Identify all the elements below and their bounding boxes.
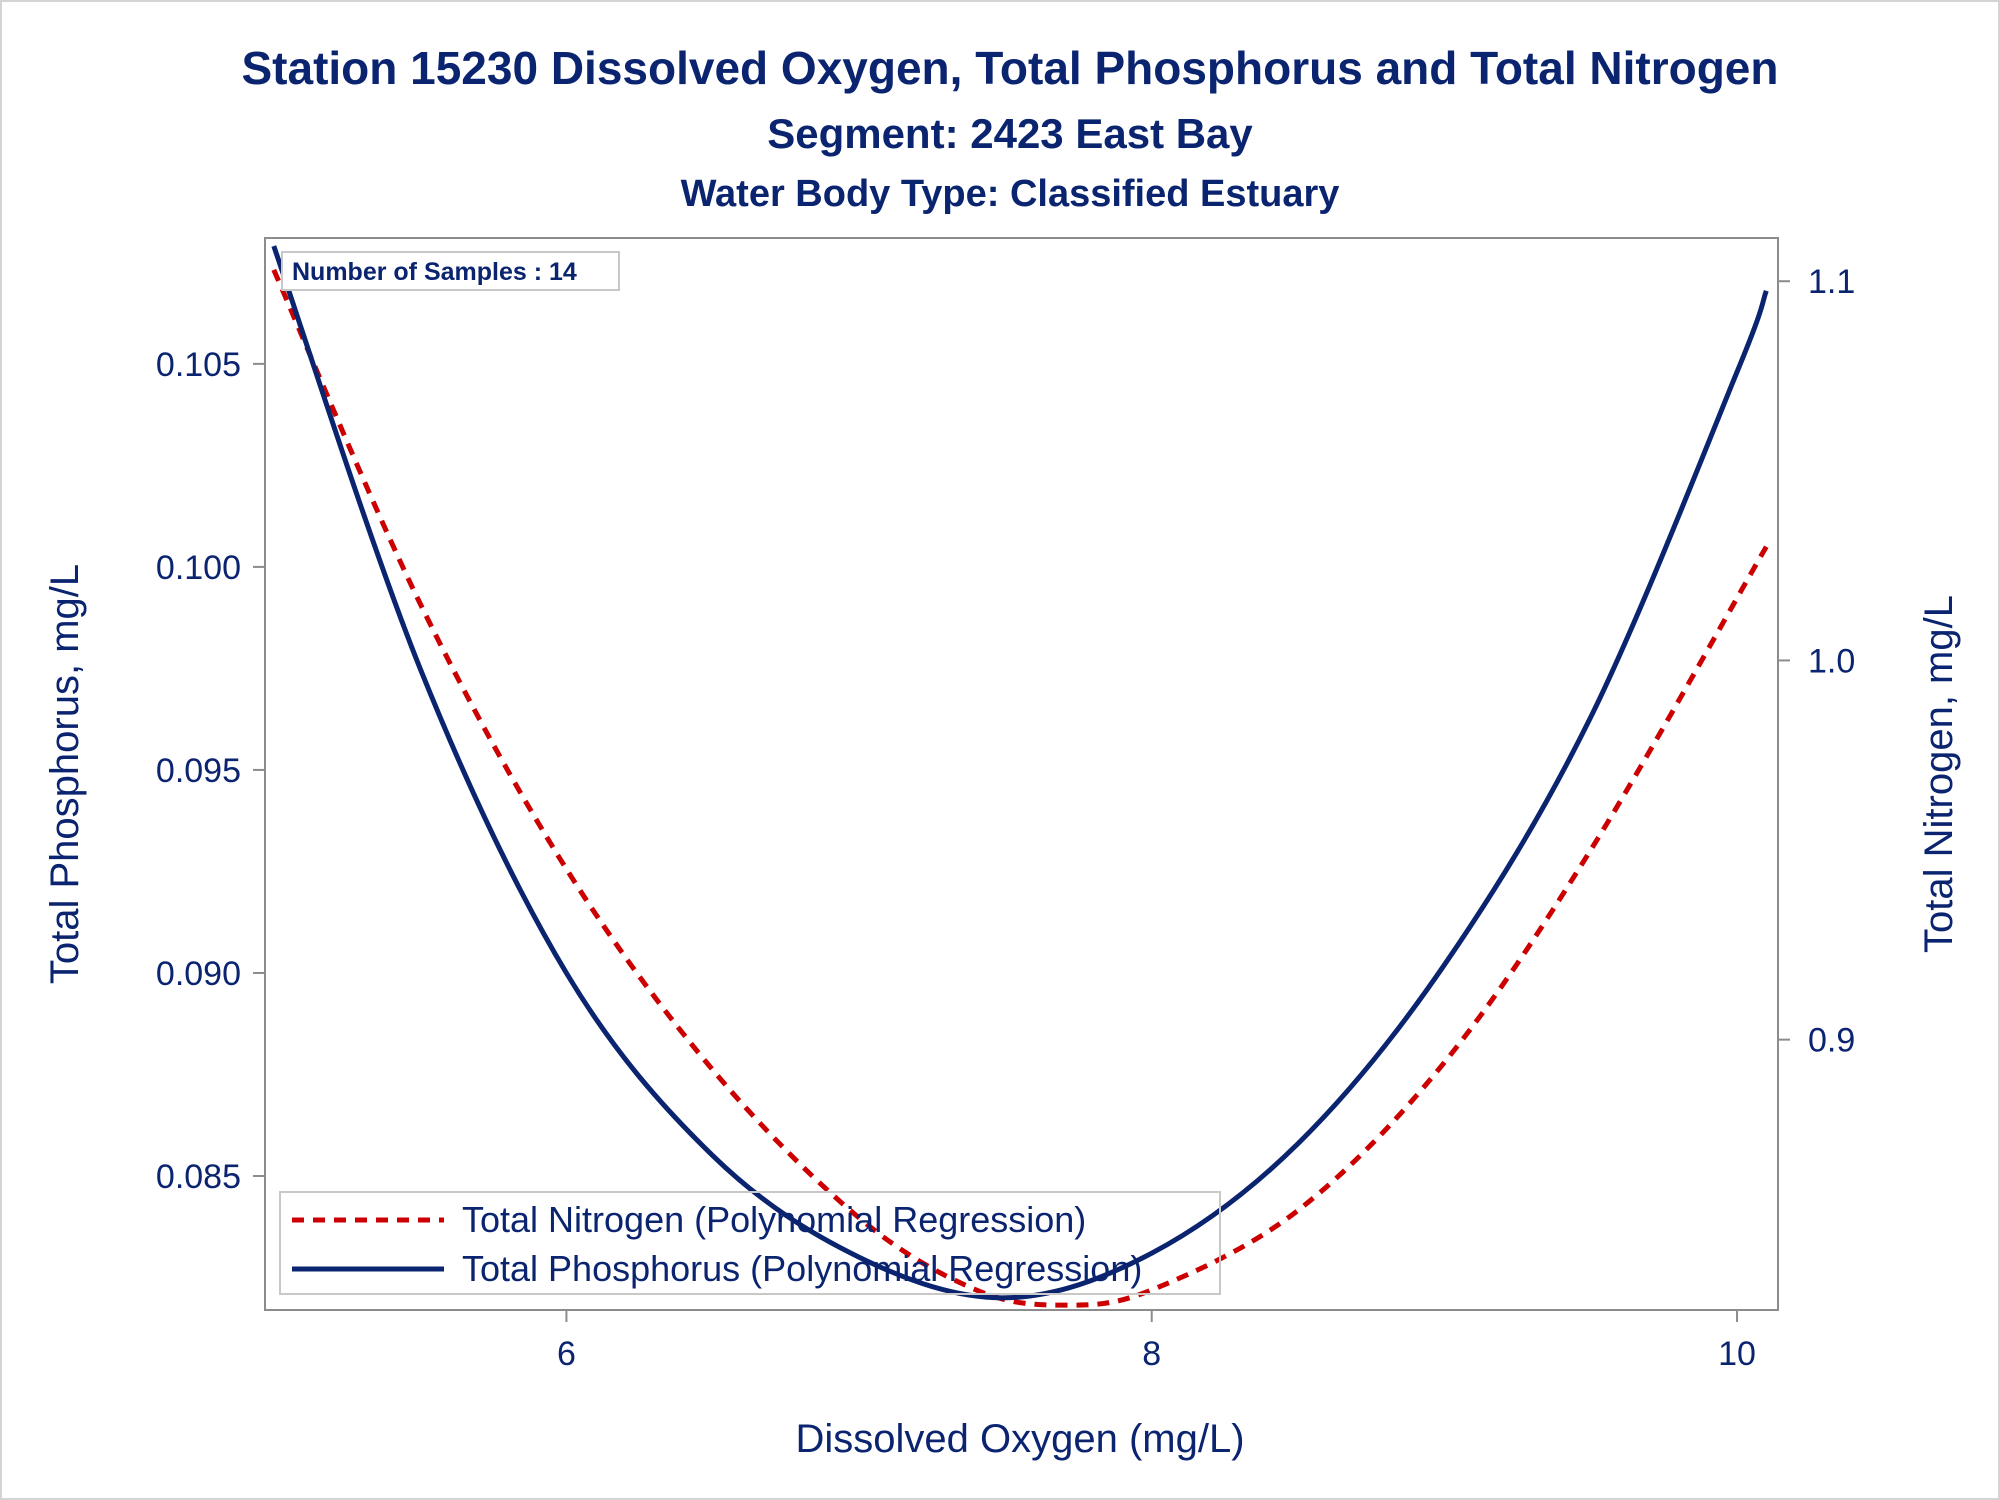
y-left-tick-label: 0.090 [156, 955, 241, 993]
y-left-axis-label: Total Phosphorus, mg/L [43, 564, 87, 984]
y-left-tick-label: 0.095 [156, 752, 241, 790]
series-layer [271, 245, 1769, 1308]
x-tick-label: 10 [1718, 1335, 1756, 1373]
chart-subtitle: Segment: 2423 East Bay [767, 110, 1253, 157]
series-line-nitrogen [271, 268, 1769, 1308]
x-axis: 6 8 10 [557, 1310, 1756, 1373]
y-left-tick-label: 0.100 [156, 549, 241, 587]
series-line-phosphorus [271, 245, 1769, 1301]
y-right-axis-label: Total Nitrogen, mg/L [1917, 595, 1961, 953]
chart-subtitle-2: Water Body Type: Classified Estuary [681, 173, 1340, 215]
legend-box [279, 1191, 1221, 1295]
y-right-axis: 0.9 1.0 1.1 [1778, 263, 1855, 1060]
y-left-tick-label: 0.085 [156, 1158, 241, 1196]
annotation-box [281, 251, 620, 291]
legend-label-nitrogen: Total Nitrogen (Polynomial Regression) [462, 1199, 1086, 1240]
chart-title: Station 15230 Dissolved Oxygen, Total Ph… [241, 42, 1778, 94]
x-axis-label: Dissolved Oxygen (mg/L) [795, 1417, 1244, 1461]
y-left-tick-label: 0.105 [156, 346, 241, 384]
y-right-tick-label: 0.9 [1808, 1022, 1855, 1060]
y-right-tick-label: 1.1 [1808, 263, 1855, 301]
annotation-text: Number of Samples : 14 [292, 258, 577, 286]
plot-area [264, 237, 1779, 1311]
x-tick-label: 8 [1142, 1335, 1161, 1373]
legend-label-phosphorus: Total Phosphorus (Polynomial Regression) [462, 1248, 1142, 1289]
x-tick-label: 6 [557, 1335, 576, 1373]
y-left-axis: 0.085 0.090 0.095 0.100 0.105 [156, 346, 265, 1196]
y-right-tick-label: 1.0 [1808, 642, 1855, 680]
plot-border [264, 237, 1779, 1311]
legend: Total Nitrogen (Polynomial Regression) T… [279, 1191, 1221, 1295]
sample-count-annotation: Number of Samples : 14 [281, 251, 620, 291]
